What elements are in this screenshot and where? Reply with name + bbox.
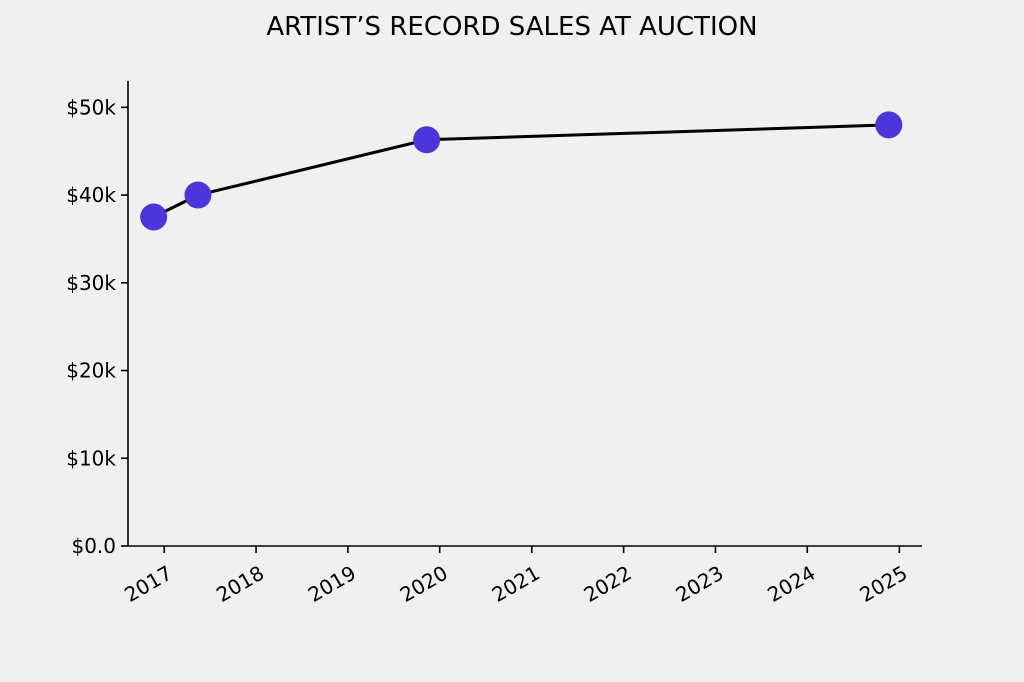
x-tick-label: 2018 xyxy=(212,561,268,607)
y-axis-ticks: $0.0 $10k $20k $30k $40k $50k xyxy=(66,95,128,558)
y-tick-label: $50k xyxy=(66,95,116,119)
y-tick-label: $10k xyxy=(66,446,116,470)
data-points xyxy=(140,111,903,231)
data-point xyxy=(184,181,212,209)
x-tick-label: 2019 xyxy=(304,561,360,607)
x-tick-label: 2021 xyxy=(488,561,544,607)
y-tick-label: $20k xyxy=(66,359,116,383)
data-point xyxy=(413,126,441,154)
chart-title: ARTIST’S RECORD SALES AT AUCTION xyxy=(266,12,757,42)
x-tick-label: 2023 xyxy=(671,561,727,607)
x-tick-label: 2020 xyxy=(396,561,452,607)
series-line xyxy=(153,123,889,219)
x-tick-label: 2017 xyxy=(120,561,176,607)
y-tick-label: $40k xyxy=(66,183,116,207)
x-axis-ticks: 2017 2018 2019 2020 2021 2022 2023 2024 2025 xyxy=(120,546,911,607)
y-tick-label: $0.0 xyxy=(71,534,116,558)
data-point xyxy=(140,203,168,231)
y-tick-label: $30k xyxy=(66,271,116,295)
x-tick-label: 2022 xyxy=(580,561,636,607)
x-tick-label: 2025 xyxy=(855,561,911,607)
data-point xyxy=(875,111,903,139)
x-tick-label: 2024 xyxy=(763,561,819,607)
